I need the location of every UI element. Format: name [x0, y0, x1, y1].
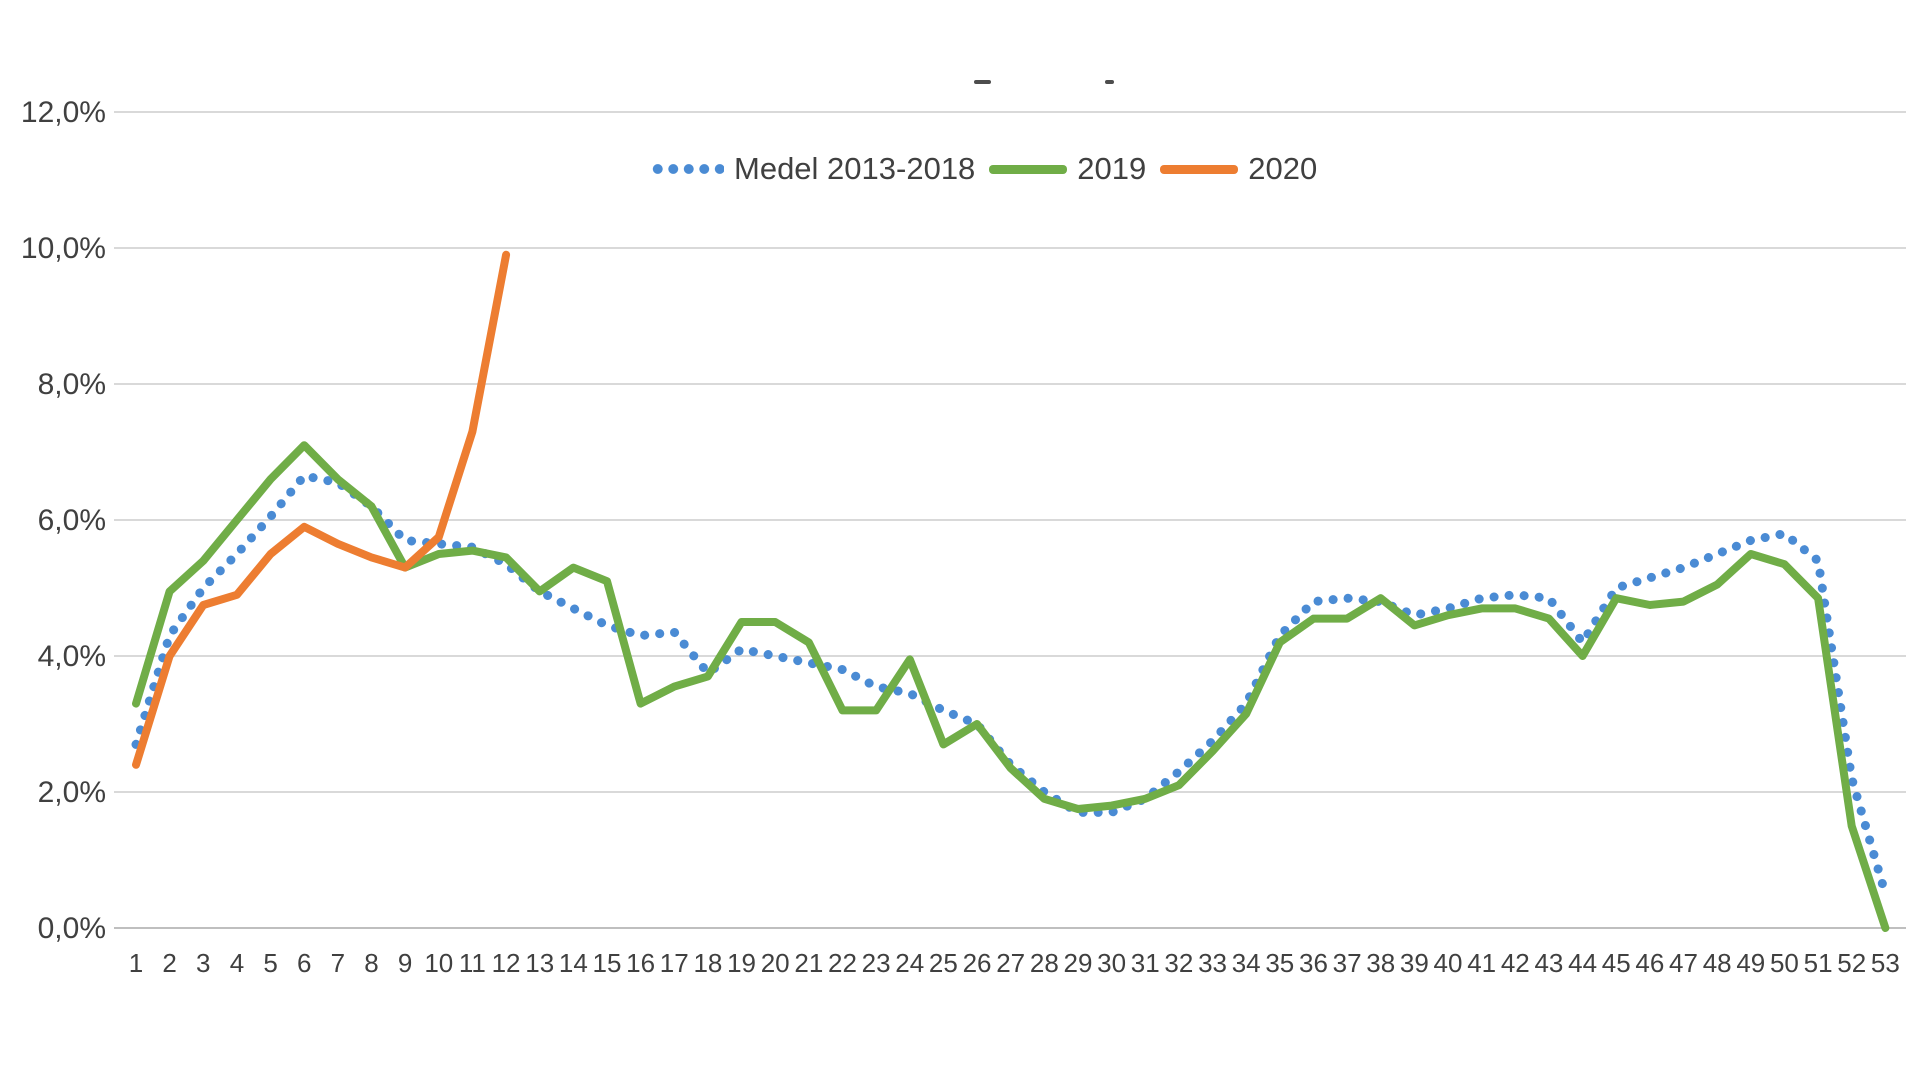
svg-text:8,0%: 8,0%: [38, 368, 106, 401]
svg-text:4: 4: [230, 948, 244, 978]
svg-text:35: 35: [1265, 948, 1294, 978]
svg-text:26: 26: [963, 948, 992, 978]
svg-text:33: 33: [1198, 948, 1227, 978]
series-line-2020: [132, 250, 511, 769]
data-series-lines: [131, 250, 1890, 932]
svg-text:39: 39: [1400, 948, 1429, 978]
svg-text:53: 53: [1871, 948, 1900, 978]
svg-text:38: 38: [1366, 948, 1395, 978]
svg-text:28: 28: [1030, 948, 1059, 978]
svg-text:49: 49: [1736, 948, 1765, 978]
svg-text:32: 32: [1164, 948, 1193, 978]
svg-text:30: 30: [1097, 948, 1126, 978]
svg-text:25: 25: [929, 948, 958, 978]
gridlines: [114, 111, 1906, 929]
series-line-2019: [132, 441, 1890, 932]
svg-text:29: 29: [1064, 948, 1093, 978]
svg-text:18: 18: [693, 948, 722, 978]
svg-text:12: 12: [492, 948, 521, 978]
svg-text:14: 14: [559, 948, 588, 978]
svg-text:48: 48: [1703, 948, 1732, 978]
legend-label-2019: 2019: [1077, 151, 1147, 186]
cropped-title-remnant: [1105, 80, 1114, 84]
legend-swatch-2019: [989, 164, 1068, 174]
chart-legend: Medel 2013-2018 2019 2020: [648, 151, 1331, 187]
svg-text:37: 37: [1333, 948, 1362, 978]
legend-label-medel: Medel 2013-2018: [734, 151, 976, 186]
svg-text:47: 47: [1669, 948, 1698, 978]
svg-text:6,0%: 6,0%: [38, 504, 106, 537]
legend-swatch-dotted-medel: [648, 164, 724, 174]
svg-text:1: 1: [129, 948, 143, 978]
svg-text:43: 43: [1534, 948, 1563, 978]
svg-text:0,0%: 0,0%: [38, 912, 106, 945]
legend-swatch-2020: [1160, 164, 1239, 174]
svg-text:2,0%: 2,0%: [38, 776, 106, 809]
svg-text:4,0%: 4,0%: [38, 640, 106, 673]
svg-text:17: 17: [660, 948, 689, 978]
svg-text:11: 11: [459, 948, 486, 978]
x-axis-tick-labels: 1 2 3 4 5 6 7 8 9 10 11 12 13 14 15 16 17 18 19 20 21 22 23 24 2…: [129, 948, 1900, 978]
series-line-medel-2013-2018: [131, 471, 1890, 899]
svg-text:6: 6: [297, 948, 311, 978]
svg-text:50: 50: [1770, 948, 1799, 978]
legend-label-2020: 2020: [1248, 151, 1318, 186]
svg-text:22: 22: [828, 948, 857, 978]
svg-text:36: 36: [1299, 948, 1328, 978]
svg-text:2: 2: [162, 948, 176, 978]
svg-text:34: 34: [1232, 948, 1261, 978]
svg-text:3: 3: [196, 948, 210, 978]
svg-text:5: 5: [263, 948, 277, 978]
svg-text:46: 46: [1635, 948, 1664, 978]
svg-text:10,0%: 10,0%: [21, 232, 106, 265]
svg-text:13: 13: [525, 948, 554, 978]
svg-text:23: 23: [862, 948, 891, 978]
svg-text:45: 45: [1602, 948, 1631, 978]
svg-text:12,0%: 12,0%: [21, 96, 106, 129]
svg-text:15: 15: [593, 948, 622, 978]
svg-text:27: 27: [996, 948, 1025, 978]
svg-text:21: 21: [794, 948, 823, 978]
svg-text:10: 10: [424, 948, 453, 978]
y-axis-tick-labels: 0,0% 2,0% 4,0% 6,0% 8,0% 10,0% 12,0%: [21, 96, 106, 945]
svg-text:24: 24: [895, 948, 924, 978]
svg-text:51: 51: [1804, 948, 1833, 978]
svg-text:16: 16: [626, 948, 655, 978]
svg-text:40: 40: [1434, 948, 1463, 978]
svg-text:31: 31: [1131, 948, 1160, 978]
svg-text:9: 9: [398, 948, 412, 978]
svg-text:52: 52: [1837, 948, 1866, 978]
svg-text:20: 20: [761, 948, 790, 978]
svg-text:44: 44: [1568, 948, 1597, 978]
svg-text:42: 42: [1501, 948, 1530, 978]
cropped-title-remnant: [974, 80, 991, 84]
svg-text:8: 8: [364, 948, 378, 978]
svg-text:19: 19: [727, 948, 756, 978]
svg-text:7: 7: [331, 948, 345, 978]
svg-text:41: 41: [1467, 948, 1496, 978]
